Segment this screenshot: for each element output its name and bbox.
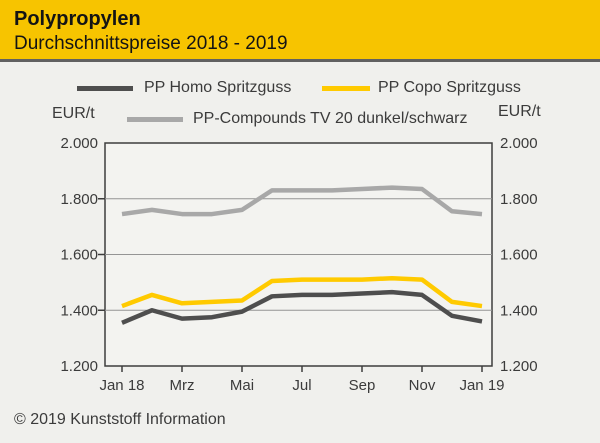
copo-series-swatch-icon	[322, 86, 370, 91]
svg-text:1.800: 1.800	[60, 191, 98, 208]
legend-label-compounds: PP-Compounds TV 20 dunkel/schwarz	[193, 110, 468, 127]
svg-text:1.200: 1.200	[500, 358, 538, 375]
svg-text:Jan 18: Jan 18	[99, 377, 144, 394]
compounds-series-swatch-icon	[127, 117, 183, 122]
svg-text:1.200: 1.200	[60, 358, 98, 375]
svg-text:2.000: 2.000	[500, 135, 538, 152]
svg-text:1.400: 1.400	[500, 302, 538, 319]
header-banner: Polypropylen Durchschnittspreise 2018 - …	[0, 0, 600, 59]
svg-text:1.800: 1.800	[500, 191, 538, 208]
header-divider	[0, 59, 600, 62]
legend-label-homo: PP Homo Spritzguss	[144, 79, 292, 96]
page-subtitle: Durchschnittspreise 2018 - 2019	[14, 33, 288, 54]
svg-text:2.000: 2.000	[60, 135, 98, 152]
svg-text:1.600: 1.600	[60, 247, 98, 264]
svg-text:Mai: Mai	[230, 377, 254, 394]
svg-text:Sep: Sep	[349, 377, 376, 394]
page-title: Polypropylen	[14, 8, 141, 30]
legend-label-copo: PP Copo Spritzguss	[378, 79, 521, 96]
copyright-notice: © 2019 Kunststoff Information	[14, 411, 226, 428]
y-axis-unit-left: EUR/t	[52, 105, 95, 122]
svg-text:Jul: Jul	[292, 377, 311, 394]
svg-text:Mrz: Mrz	[170, 377, 195, 394]
homo-series-swatch-icon	[77, 86, 133, 91]
y-axis-unit-right: EUR/t	[498, 103, 541, 120]
svg-text:1.400: 1.400	[60, 302, 98, 319]
svg-text:Jan 19: Jan 19	[459, 377, 504, 394]
svg-text:Nov: Nov	[409, 377, 436, 394]
svg-text:1.600: 1.600	[500, 247, 538, 264]
